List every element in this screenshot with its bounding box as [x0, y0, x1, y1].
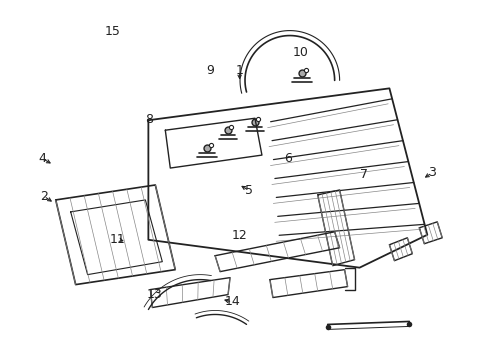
Text: 6: 6: [284, 152, 292, 165]
Text: 1: 1: [235, 64, 243, 77]
Text: 11: 11: [110, 233, 125, 246]
Text: 9: 9: [206, 64, 214, 77]
Text: 15: 15: [105, 25, 121, 38]
Text: 12: 12: [231, 229, 247, 242]
Text: 4: 4: [39, 152, 46, 165]
Text: 5: 5: [245, 184, 253, 197]
Text: 2: 2: [40, 190, 48, 203]
Text: 14: 14: [224, 296, 240, 309]
Text: 8: 8: [145, 113, 153, 126]
Text: 3: 3: [427, 166, 435, 179]
Text: 13: 13: [146, 288, 162, 301]
Text: 10: 10: [292, 46, 308, 59]
Text: 7: 7: [359, 168, 367, 181]
